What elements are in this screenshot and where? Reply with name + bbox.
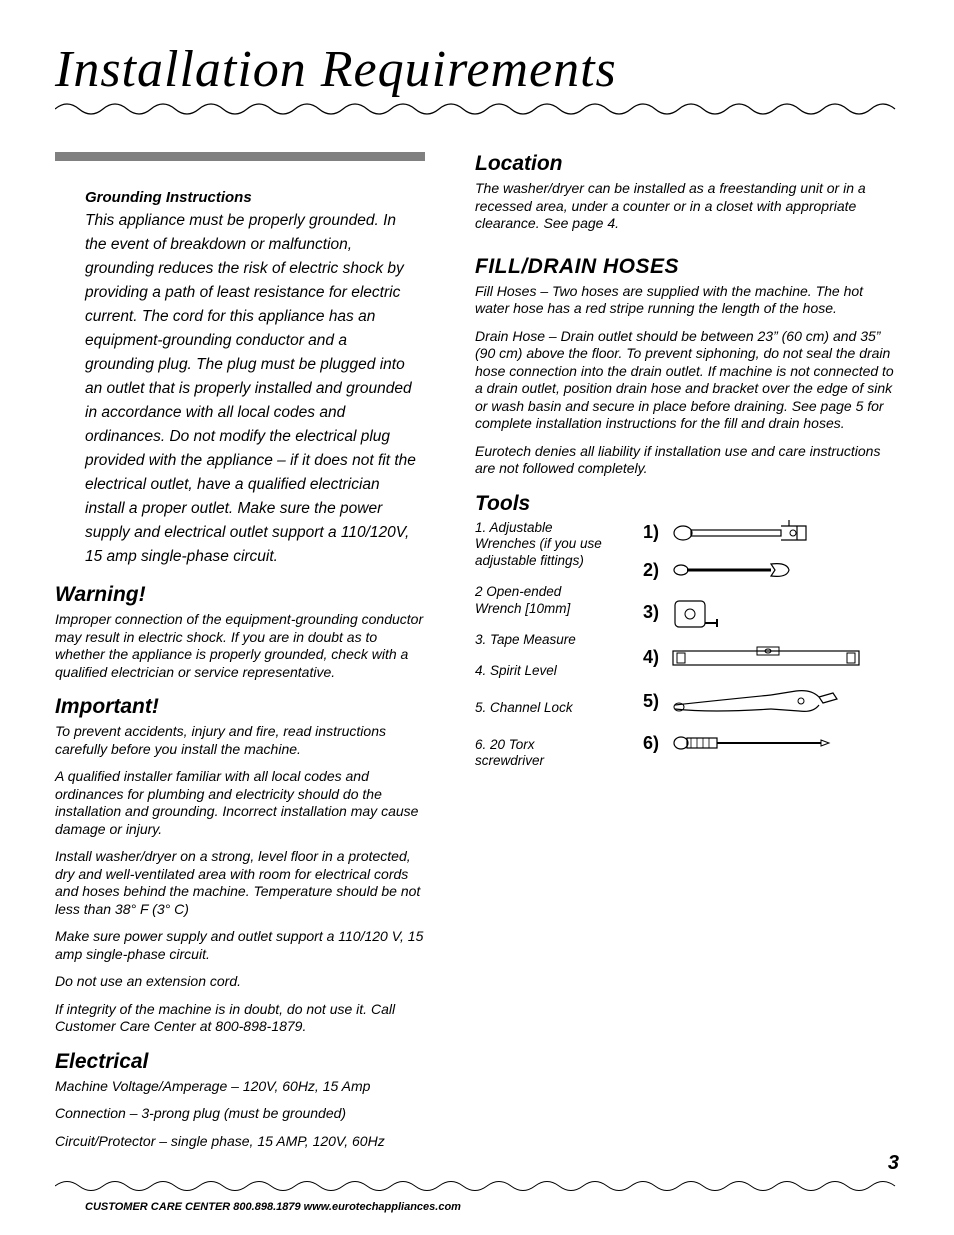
- important-p4: Make sure power supply and outlet suppor…: [55, 928, 425, 963]
- tools-diagram: 1) 2) 3) 4): [635, 520, 899, 768]
- important-p1: To prevent accidents, injury and fire, r…: [55, 723, 425, 758]
- page-number: 3: [888, 1152, 899, 1175]
- grounding-body: This appliance must be properly grounded…: [85, 209, 417, 569]
- tool-row-4: 4): [635, 645, 899, 671]
- tool-item-1: 1. Adjustable Wrenches (if you use adjus…: [475, 520, 605, 571]
- left-column: Grounding Instructions This appliance mu…: [55, 152, 425, 1160]
- tool-row-3: 3): [635, 595, 899, 631]
- tool-num-3: 3): [635, 602, 659, 623]
- tools-heading: Tools: [475, 492, 899, 516]
- tools-wrap: 1. Adjustable Wrenches (if you use adjus…: [475, 520, 899, 785]
- tool-num-6: 6): [635, 733, 659, 754]
- hoses-p2: Drain Hose – Drain outlet should be betw…: [475, 328, 899, 433]
- hoses-heading: FILL/DRAIN HOSES: [475, 255, 899, 279]
- tools-list: 1. Adjustable Wrenches (if you use adjus…: [475, 520, 605, 785]
- tool-num-2: 2): [635, 560, 659, 581]
- content-columns: Grounding Instructions This appliance mu…: [55, 152, 899, 1160]
- tool-item-4: 4. Spirit Level: [475, 663, 605, 680]
- warning-body: Improper connection of the equipment-gro…: [55, 611, 425, 681]
- open-ended-wrench-icon: [671, 560, 791, 580]
- electrical-heading: Electrical: [55, 1050, 425, 1074]
- wave-divider-bottom: [55, 1179, 899, 1193]
- hoses-p1: Fill Hoses – Two hoses are supplied with…: [475, 283, 899, 318]
- spirit-level-icon: [671, 645, 861, 671]
- important-heading: Important!: [55, 695, 425, 719]
- important-p2: A qualified installer familiar with all …: [55, 768, 425, 838]
- tool-num-4: 4): [635, 647, 659, 668]
- tool-num-1: 1): [635, 522, 659, 543]
- warning-heading: Warning!: [55, 583, 425, 607]
- tool-item-5: 5. Channel Lock: [475, 700, 605, 717]
- grounding-block: Grounding Instructions This appliance mu…: [55, 189, 425, 569]
- adjustable-wrench-icon: [671, 520, 811, 546]
- tool-item-2: 2 Open-ended Wrench [10mm]: [475, 584, 605, 618]
- footer-text: CUSTOMER CARE CENTER 800.898.1879 www.eu…: [85, 1201, 461, 1213]
- tool-row-6: 6): [635, 733, 899, 754]
- tool-num-5: 5): [635, 691, 659, 712]
- electrical-p1: Machine Voltage/Amperage – 120V, 60Hz, 1…: [55, 1078, 425, 1096]
- location-body: The washer/dryer can be installed as a f…: [475, 180, 899, 233]
- tool-item-3: 3. Tape Measure: [475, 632, 605, 649]
- electrical-p2: Connection – 3-prong plug (must be groun…: [55, 1105, 425, 1123]
- tool-item-6: 6. 20 Torx screwdriver: [475, 737, 605, 771]
- important-p3: Install washer/dryer on a strong, level …: [55, 848, 425, 918]
- channel-lock-icon: [671, 685, 841, 719]
- tape-measure-icon: [671, 595, 721, 631]
- location-heading: Location: [475, 152, 899, 176]
- wave-divider-top: [55, 101, 899, 117]
- gray-bar: [55, 152, 425, 161]
- tool-row-1: 1): [635, 520, 899, 546]
- tool-row-2: 2): [635, 560, 899, 581]
- page-title: Installation Requirements: [55, 40, 899, 99]
- right-column: Location The washer/dryer can be install…: [475, 152, 899, 1160]
- tool-row-5: 5): [635, 685, 899, 719]
- important-p6: If integrity of the machine is in doubt,…: [55, 1001, 425, 1036]
- hoses-p3: Eurotech denies all liability if install…: [475, 443, 899, 478]
- torx-screwdriver-icon: [671, 734, 831, 752]
- electrical-p3: Circuit/Protector – single phase, 15 AMP…: [55, 1133, 425, 1151]
- grounding-heading: Grounding Instructions: [85, 189, 417, 206]
- important-p5: Do not use an extension cord.: [55, 973, 425, 991]
